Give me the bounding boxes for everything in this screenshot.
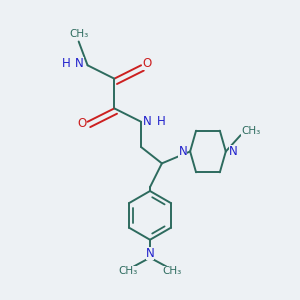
Text: CH₃: CH₃ — [118, 266, 137, 276]
Text: CH₃: CH₃ — [242, 126, 261, 136]
Text: N: N — [146, 247, 154, 260]
Text: O: O — [142, 57, 152, 70]
Text: N: N — [178, 145, 187, 158]
Text: H: H — [157, 115, 165, 128]
Text: N: N — [142, 115, 151, 128]
Text: CH₃: CH₃ — [69, 29, 88, 39]
Text: N: N — [229, 145, 238, 158]
Text: N: N — [75, 57, 84, 70]
Text: H: H — [61, 57, 70, 70]
Text: CH₃: CH₃ — [163, 266, 182, 276]
Text: O: O — [77, 117, 86, 130]
